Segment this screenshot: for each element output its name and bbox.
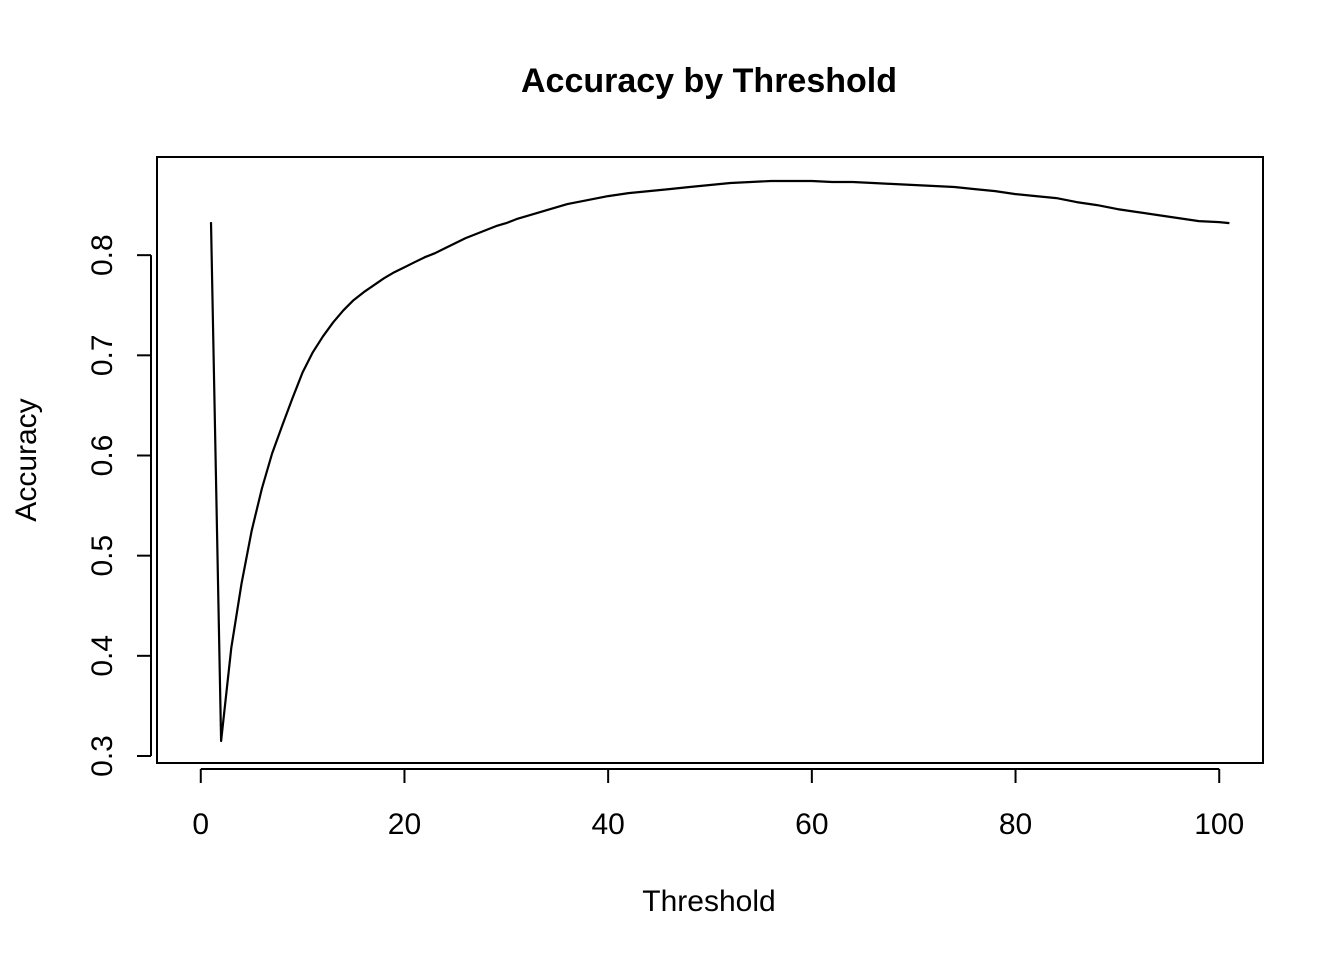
x-tick-label: 40 (591, 808, 624, 841)
x-tick-label: 0 (192, 808, 209, 841)
x-axis: 0 20 40 60 80 100 (192, 768, 1244, 841)
y-axis-title: Accuracy (10, 398, 43, 521)
y-tick-label: 0.6 (86, 435, 119, 477)
x-tick-label: 60 (795, 808, 828, 841)
y-tick-label: 0.8 (86, 234, 119, 276)
y-tick-label: 0.7 (86, 334, 119, 376)
y-tick-label: 0.3 (86, 735, 119, 777)
x-tick-label: 100 (1194, 808, 1244, 841)
chart-title: Accuracy by Threshold (521, 62, 897, 100)
y-tick-label: 0.5 (86, 535, 119, 577)
accuracy-series-line (209, 179, 1230, 743)
y-axis: 0.3 0.4 0.5 0.6 0.7 0.8 (86, 234, 152, 777)
plot-frame (156, 156, 1264, 764)
y-tick-label: 0.4 (86, 635, 119, 677)
x-axis-title: Threshold (642, 885, 775, 918)
x-tick-label: 80 (999, 808, 1032, 841)
series-layer (209, 179, 1230, 743)
x-tick-label: 20 (388, 808, 421, 841)
